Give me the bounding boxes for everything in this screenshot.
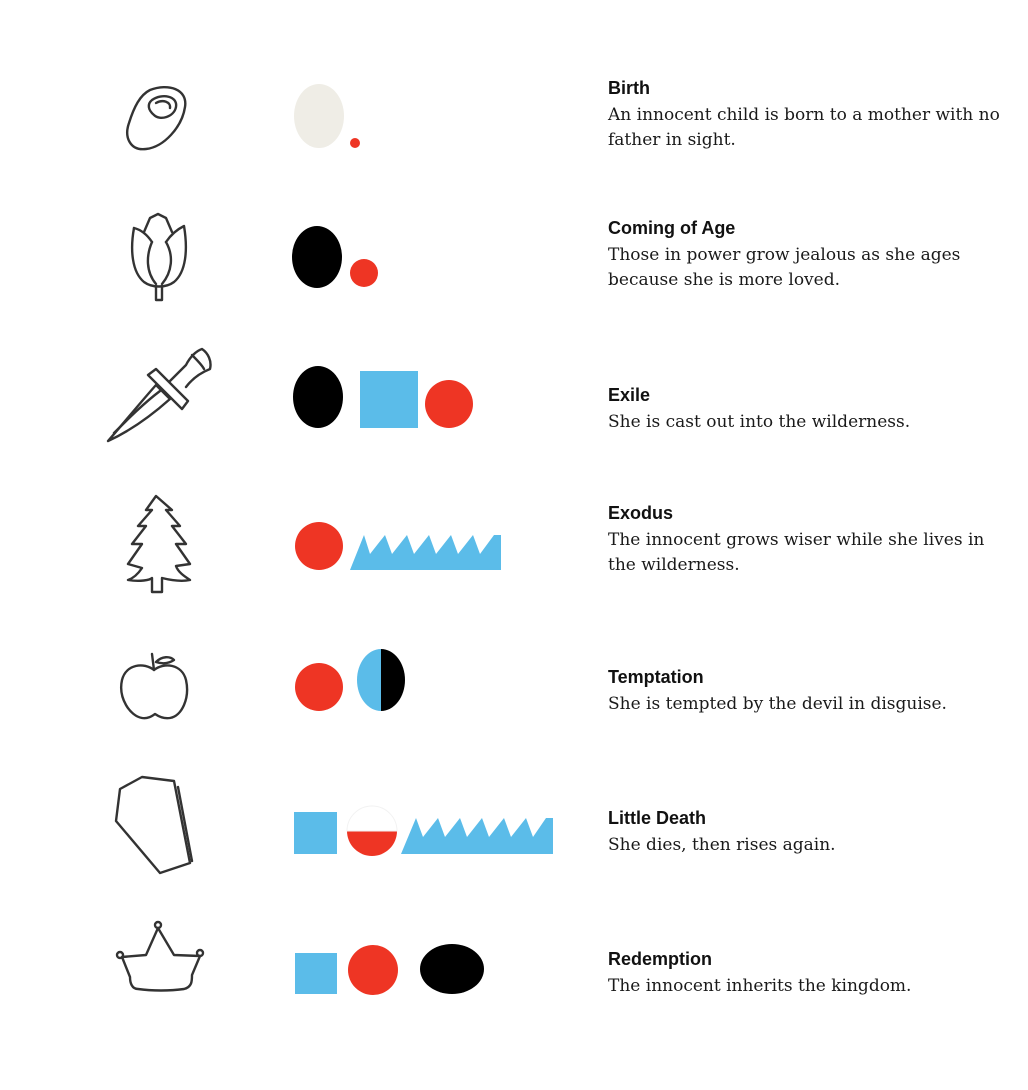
coffin-icon [108, 775, 194, 877]
stage-title: Exile [608, 385, 651, 405]
stage-row-temptation: Temptation She is tempted by the devil i… [0, 640, 1028, 780]
stage-description: She is tempted by the devil in disguise. [608, 694, 947, 714]
stage-row-birth: Birth An innocent child is born to a mot… [0, 75, 1028, 215]
stage-text: Coming of Age Those in power grow jealou… [608, 217, 1008, 293]
stage-text: Exile She is cast out into the wildernes… [608, 384, 1008, 435]
red-circle-shape [348, 945, 398, 995]
stage-description: Those in power grow jealous as she ages … [608, 245, 961, 290]
blue-square-shape [360, 371, 418, 428]
stage-row-little-death: Little Death She dies, then rises again. [0, 775, 1028, 915]
stage-description: The innocent grows wiser while she lives… [608, 530, 985, 575]
stage-title: Redemption [608, 949, 713, 969]
blue-spikes-shape [350, 535, 501, 570]
stage-text: Little Death She dies, then rises again. [608, 807, 1008, 858]
stage-description: She is cast out into the wilderness. [608, 412, 911, 432]
red-circle-shape [425, 380, 473, 428]
stage-text: Temptation She is tempted by the devil i… [608, 666, 1008, 717]
red-circle-shape [295, 522, 343, 570]
stage-text: Exodus The innocent grows wiser while sh… [608, 502, 1008, 578]
exodus-symbols [290, 490, 590, 630]
birth-symbols [290, 75, 590, 215]
stage-description: An innocent child is born to a mother wi… [608, 105, 1000, 150]
stage-text: Redemption The innocent inherits the kin… [608, 948, 1008, 999]
stage-title: Coming of Age [608, 218, 736, 238]
apple-icon [118, 650, 193, 725]
tulip-icon [122, 210, 197, 305]
stage-title: Little Death [608, 808, 707, 828]
red-circle-shape [295, 663, 343, 711]
coming-of-age-symbols [290, 210, 590, 350]
blue-square-shape [295, 953, 337, 994]
egg-icon [120, 83, 195, 153]
half-blue-circle-shape [357, 649, 381, 711]
black-oval-shape [420, 944, 484, 994]
stage-text: Birth An innocent child is born to a mot… [608, 77, 1008, 153]
red-white-circle-shape [347, 831, 397, 856]
half-black-circle-shape [381, 649, 405, 711]
stage-description: She dies, then rises again. [608, 835, 836, 855]
stage-title: Exodus [608, 503, 674, 523]
black-oval-shape [293, 366, 343, 428]
small-red-dot [350, 138, 360, 148]
pine-tree-icon [124, 494, 196, 596]
cream-egg-shape [294, 84, 344, 148]
stage-row-coming-of-age: Coming of Age Those in power grow jealou… [0, 210, 1028, 350]
blue-spikes-shape [401, 818, 553, 854]
black-oval-shape [292, 226, 342, 288]
crown-icon [112, 917, 208, 997]
exile-symbols [290, 345, 590, 485]
redemption-symbols [290, 915, 590, 1055]
blue-square-shape [294, 812, 337, 854]
stage-row-redemption: Redemption The innocent inherits the kin… [0, 915, 1028, 1055]
temptation-symbols [290, 640, 590, 780]
stage-description: The innocent inherits the kingdom. [608, 976, 912, 996]
little-death-symbols [290, 775, 590, 915]
stage-row-exodus: Exodus The innocent grows wiser while sh… [0, 490, 1028, 630]
stage-row-exile: Exile She is cast out into the wildernes… [0, 345, 1028, 485]
stage-title: Temptation [608, 667, 704, 687]
dagger-icon [104, 347, 216, 447]
stage-title: Birth [608, 78, 650, 98]
red-circle-shape [350, 259, 378, 287]
